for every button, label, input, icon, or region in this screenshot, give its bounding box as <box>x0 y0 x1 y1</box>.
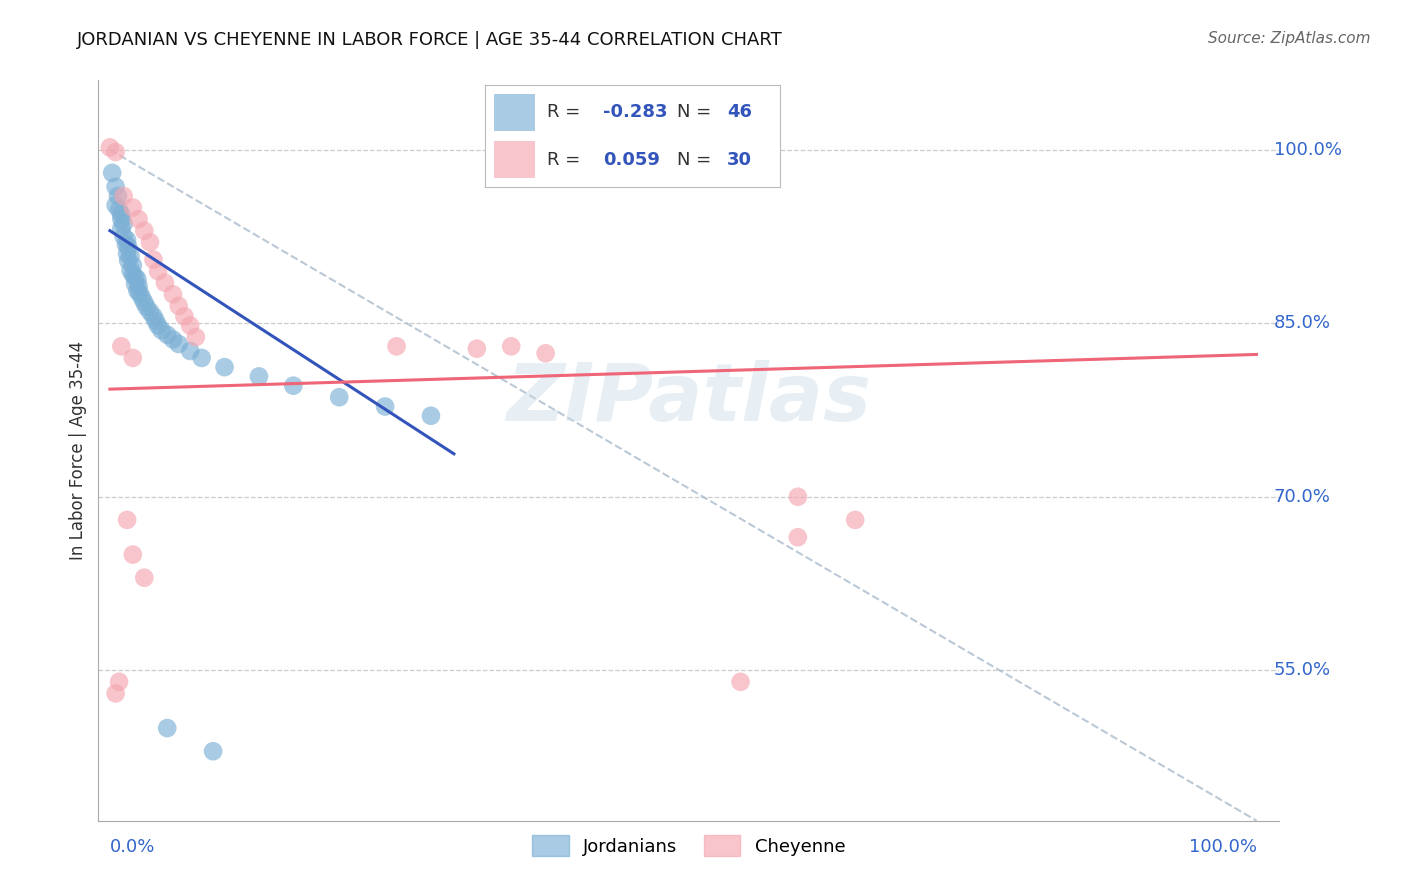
Point <box>179 318 201 333</box>
Point <box>134 295 156 310</box>
Text: -0.283: -0.283 <box>603 103 668 121</box>
Point <box>150 323 173 337</box>
Point <box>162 287 184 301</box>
Point <box>115 237 138 252</box>
Text: 0.059: 0.059 <box>603 151 659 169</box>
Point <box>107 189 129 203</box>
Point <box>110 339 132 353</box>
Point <box>101 166 124 180</box>
Point <box>385 339 408 353</box>
Point <box>120 249 142 263</box>
Text: Source: ZipAtlas.com: Source: ZipAtlas.com <box>1208 31 1371 46</box>
Point <box>328 390 350 404</box>
Point <box>121 268 143 282</box>
Text: 55.0%: 55.0% <box>1274 661 1331 679</box>
Point <box>283 378 305 392</box>
Point <box>153 276 176 290</box>
Text: 100.0%: 100.0% <box>1274 141 1341 159</box>
Point <box>134 224 156 238</box>
Point <box>104 179 127 194</box>
Point <box>131 291 153 305</box>
Point <box>115 233 138 247</box>
Text: 100.0%: 100.0% <box>1188 838 1257 856</box>
Point <box>786 490 808 504</box>
Point <box>110 207 132 221</box>
Point <box>117 240 139 254</box>
Point <box>108 202 131 217</box>
Point <box>214 360 236 375</box>
Text: 46: 46 <box>727 103 752 121</box>
Point <box>117 253 139 268</box>
Point <box>465 342 488 356</box>
Point <box>162 333 184 347</box>
Text: 70.0%: 70.0% <box>1274 488 1330 506</box>
Point <box>167 337 190 351</box>
Point <box>202 744 225 758</box>
Point <box>120 263 142 277</box>
Point <box>184 330 207 344</box>
Point <box>112 217 135 231</box>
Point <box>121 351 143 365</box>
Point <box>104 198 127 212</box>
Point <box>134 571 156 585</box>
Point <box>146 318 169 333</box>
Text: R =: R = <box>547 151 586 169</box>
Point <box>139 235 162 250</box>
Bar <box>494 94 536 131</box>
Point <box>142 252 165 267</box>
Point <box>128 279 150 293</box>
Point <box>128 286 150 301</box>
Point <box>730 674 752 689</box>
Point <box>121 548 143 562</box>
Text: R =: R = <box>547 103 586 121</box>
Point <box>121 259 143 273</box>
Point <box>128 212 150 227</box>
Point <box>173 310 195 324</box>
Point <box>135 300 157 314</box>
Point <box>110 212 132 227</box>
Point <box>108 674 131 689</box>
Point <box>374 400 396 414</box>
Point <box>115 513 138 527</box>
Point <box>112 229 135 244</box>
Point <box>844 513 866 527</box>
Point <box>501 339 523 353</box>
Y-axis label: In Labor Force | Age 35-44: In Labor Force | Age 35-44 <box>69 341 87 560</box>
Point <box>104 686 127 700</box>
Text: N =: N = <box>678 151 717 169</box>
Point <box>124 269 146 284</box>
Point <box>142 310 165 324</box>
Point <box>104 145 127 159</box>
Point <box>127 284 149 298</box>
Point <box>420 409 443 423</box>
Point <box>786 530 808 544</box>
Point <box>127 272 149 286</box>
Point <box>156 721 179 735</box>
Text: N =: N = <box>678 103 717 121</box>
Point <box>167 299 190 313</box>
Text: ZIPatlas: ZIPatlas <box>506 359 872 438</box>
Point <box>121 201 143 215</box>
Point <box>534 346 557 360</box>
Text: 30: 30 <box>727 151 752 169</box>
Point <box>179 343 201 358</box>
Point <box>190 351 212 365</box>
Point <box>139 304 162 318</box>
Text: 0.0%: 0.0% <box>110 838 155 856</box>
Point <box>98 140 121 154</box>
Point <box>110 221 132 235</box>
Text: JORDANIAN VS CHEYENNE IN LABOR FORCE | AGE 35-44 CORRELATION CHART: JORDANIAN VS CHEYENNE IN LABOR FORCE | A… <box>77 31 783 49</box>
Bar <box>494 141 536 178</box>
Point <box>146 264 169 278</box>
Point <box>124 277 146 291</box>
Point <box>247 369 270 384</box>
Point <box>156 327 179 342</box>
Point <box>112 189 135 203</box>
Legend: Jordanians, Cheyenne: Jordanians, Cheyenne <box>526 828 852 863</box>
Point <box>145 314 167 328</box>
Point <box>115 247 138 261</box>
Text: 85.0%: 85.0% <box>1274 314 1330 332</box>
